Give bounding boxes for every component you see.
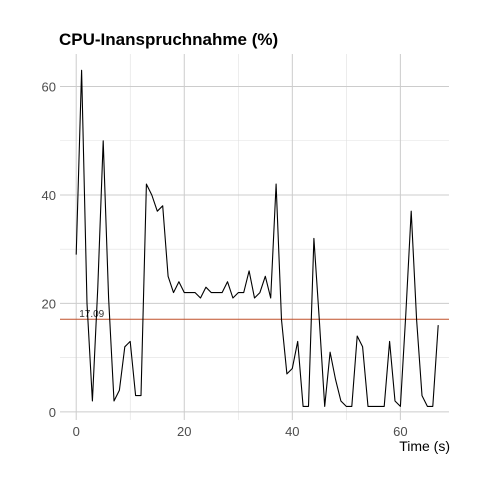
y-tick-label: 20 (42, 296, 56, 311)
tick-labels: 0 20 40 60 0 20 40 60 (42, 80, 408, 439)
x-tick-label: 0 (73, 424, 80, 439)
x-axis-title: Time (s) (399, 438, 450, 454)
y-tick-label: 40 (42, 188, 56, 203)
y-tick-label: 0 (49, 405, 56, 420)
grid (60, 54, 449, 420)
x-tick-label: 60 (393, 424, 407, 439)
y-tick-label: 60 (42, 80, 56, 95)
series-group (75, 69, 439, 407)
reference-line-group: 17.09 (60, 309, 449, 320)
series-line (75, 69, 439, 407)
x-tick-label: 20 (177, 424, 191, 439)
x-tick-label: 40 (285, 424, 299, 439)
chart-title: CPU-Inanspruchnahme (%) (59, 30, 278, 49)
reference-line-label: 17.09 (79, 309, 104, 320)
